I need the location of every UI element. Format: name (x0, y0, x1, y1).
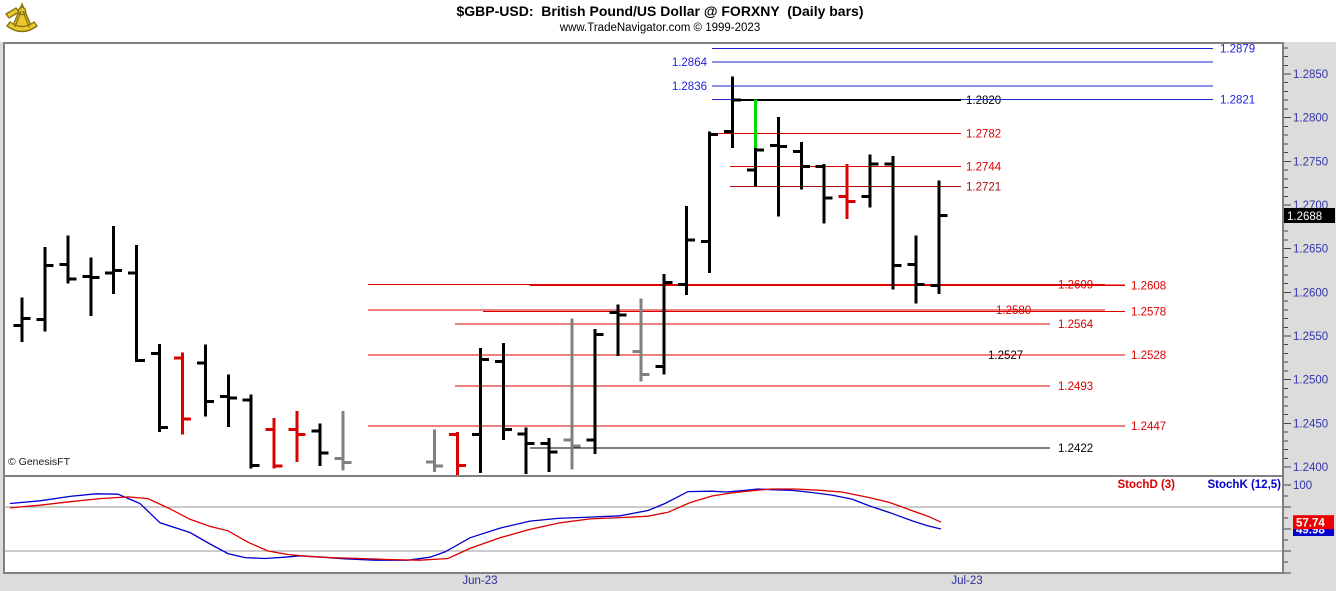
ohlc-bar (265, 418, 283, 469)
price-axis-label[interactable]: 1.2550 (1293, 331, 1328, 343)
level-price-label: 1.2608 (1131, 280, 1166, 292)
stoch-k-line (9, 488, 942, 561)
price-axis-label[interactable]: 1.2450 (1293, 418, 1328, 430)
genesis-logo-icon[interactable] (2, 1, 42, 39)
ohlc-bar (769, 116, 787, 217)
stoch-d-badge (1293, 515, 1334, 530)
ohlc-bar (563, 318, 581, 470)
price-axis-label[interactable]: 1.2750 (1293, 156, 1328, 168)
ohlc-bar (219, 374, 237, 427)
ohlc-bar (701, 131, 719, 274)
level-price-label: 1.2422 (1058, 443, 1093, 455)
stoch-k-legend[interactable]: StochK (12,5) (1208, 479, 1282, 491)
stoch-d-line (9, 488, 942, 561)
ohlc-bar (884, 156, 902, 290)
ohlc-bar (13, 297, 31, 343)
ohlc-bar (540, 438, 558, 473)
plot-frame (3, 42, 1284, 574)
ohlc-bar (36, 246, 54, 332)
stochastic-panel[interactable] (4, 476, 1283, 573)
ohlc-bar (517, 427, 535, 474)
last-price-badge-value: 1.2688 (1287, 211, 1322, 223)
ohlc-bar (448, 432, 466, 475)
level-price-label: 1.2580 (996, 305, 1031, 317)
ohlc-bar (196, 344, 214, 417)
ohlc-bar (82, 257, 100, 316)
ohlc-bar (471, 348, 489, 474)
chart-subtitle: www.TradeNavigator.com © 1999-2023 (559, 22, 761, 34)
ohlc-bar (907, 235, 925, 304)
price-axis-label[interactable]: 1.2600 (1293, 287, 1328, 299)
level-price-label: 1.2447 (1131, 421, 1166, 433)
ohlc-bar (724, 76, 742, 149)
ohlc-bar (609, 304, 627, 357)
ohlc-bar (151, 343, 169, 433)
price-axis-label[interactable]: 1.2400 (1293, 462, 1328, 474)
price-axis-label[interactable]: 1.2850 (1293, 69, 1328, 81)
price-axis-label[interactable]: 1.2650 (1293, 244, 1328, 256)
level-price-label: 1.2527 (988, 350, 1023, 362)
level-price-label: 1.2820 (966, 95, 1001, 107)
level-price-label: 1.2836 (672, 81, 707, 93)
ohlc-bar (334, 411, 352, 471)
chart-header: $GBP-USD: British Pound/US Dollar @ FORX… (0, 0, 1336, 42)
level-price-label: 1.2821 (1220, 94, 1255, 106)
level-price-label: 1.2578 (1131, 307, 1166, 319)
level-price-label: 1.2493 (1058, 381, 1093, 393)
level-price-label: 1.2864 (672, 57, 708, 69)
level-price-label: 1.2721 (966, 182, 1001, 194)
level-price-label: 1.2879 (1220, 44, 1255, 56)
ohlc-bar (655, 273, 673, 375)
level-price-label: 1.2782 (966, 128, 1001, 140)
ohlc-bar (494, 342, 512, 440)
ohlc-bar (105, 225, 123, 295)
stoch-d-legend[interactable]: StochD (3) (1118, 479, 1176, 491)
ohlc-bar (861, 154, 879, 208)
ohlc-bar (632, 298, 650, 382)
ohlc-bar (815, 163, 833, 224)
ohlc-bar (838, 163, 856, 219)
ohlc-bar (930, 180, 948, 295)
ohlc-bar (173, 352, 191, 435)
ohlc-bar (311, 423, 329, 467)
stoch-axis-label[interactable]: 100 (1293, 480, 1312, 492)
x-axis-month-label[interactable]: Jul-23 (951, 575, 982, 587)
stoch-d-badge-value: 57.74 (1296, 518, 1325, 530)
price-axis-label[interactable]: 1.2800 (1293, 113, 1328, 125)
price-axis-label[interactable]: 1.2500 (1293, 375, 1328, 387)
ohlc-bar (678, 205, 696, 295)
ohlc-bar (59, 235, 77, 284)
x-axis-month-label[interactable]: Jun-23 (462, 575, 497, 587)
level-price-label: 1.2528 (1131, 350, 1166, 362)
ohlc-bar (242, 394, 260, 469)
chart-title: $GBP-USD: British Pound/US Dollar @ FORX… (456, 3, 864, 19)
ohlc-bar (792, 142, 810, 190)
last-price-badge (1284, 207, 1335, 223)
ohlc-bar (426, 429, 444, 473)
ohlc-bar (586, 329, 604, 454)
ohlc-bar (128, 245, 146, 363)
main-price-panel[interactable] (4, 43, 1283, 476)
genesis-watermark: © GenesisFT (8, 456, 71, 468)
ohlc-bar (288, 411, 306, 462)
level-price-label: 1.2564 (1058, 319, 1094, 331)
level-price-label: 1.2744 (966, 162, 1002, 174)
